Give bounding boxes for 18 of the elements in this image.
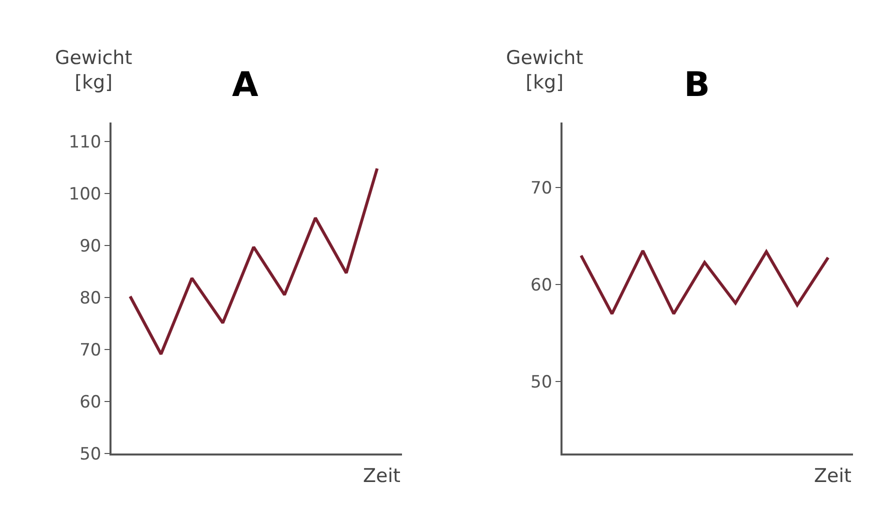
y-tick-label: 60 xyxy=(80,392,102,412)
y-tick-label: 80 xyxy=(80,288,102,308)
y-tick-label: 70 xyxy=(80,340,102,360)
y-axis-title: Gewicht [kg] xyxy=(55,47,132,94)
y-tick-label: 50 xyxy=(530,372,552,393)
line-series xyxy=(580,249,830,316)
y-tick-label: 70 xyxy=(530,178,552,199)
y-axis-title: Gewicht [kg] xyxy=(506,47,584,94)
y-tick-label: 100 xyxy=(68,184,102,204)
chart-title: A xyxy=(232,65,259,105)
x-axis-title: Zeit xyxy=(363,465,400,487)
y-tick-label: 90 xyxy=(80,236,102,256)
y-tick-label: 60 xyxy=(530,276,552,296)
chart-title: B xyxy=(684,65,710,105)
y-tick-label: 110 xyxy=(68,132,102,152)
x-axis-title: Zeit xyxy=(814,465,852,487)
y-tick-label: 50 xyxy=(80,444,102,464)
line-series xyxy=(128,166,379,356)
